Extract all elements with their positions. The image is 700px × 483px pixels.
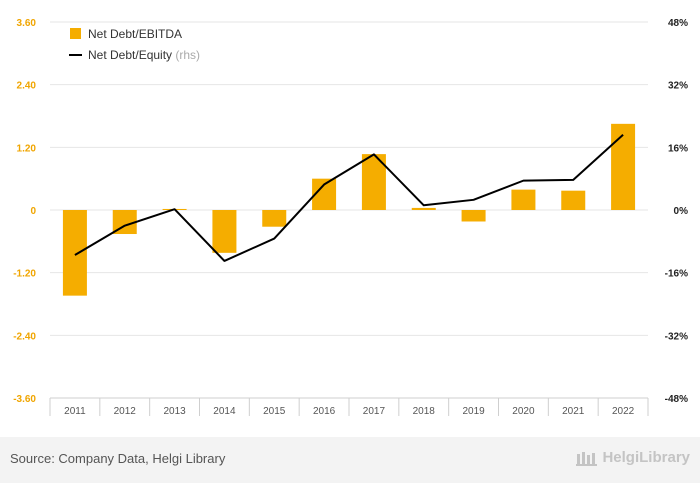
x-tick-label: 2022	[612, 406, 635, 417]
left-tick-label: -1.20	[13, 269, 36, 280]
chart: 3.60 48% 2.40 32% 1.20 16% 0 0% -1.20 -16% -2.40 -3…	[13, 18, 689, 417]
x-tick-label: 2018	[413, 406, 436, 417]
legend-bar-label: Net Debt/EBITDA	[88, 27, 182, 41]
source-note: Source: Company Data, Helgi Library	[10, 451, 226, 466]
right-tick-label: 32%	[668, 81, 688, 92]
right-tick-label: -16%	[665, 269, 688, 280]
brand-logo[interactable]: HelgiLibrary	[576, 449, 690, 466]
x-tick-label: 2019	[462, 406, 485, 417]
legend-bar-swatch	[70, 28, 81, 39]
left-tick-label: 3.60	[17, 18, 37, 29]
bar	[611, 123, 636, 210]
right-tick-label: -32%	[665, 331, 688, 342]
left-tick-label: 2.40	[17, 81, 37, 92]
left-tick-label: -3.60	[13, 394, 36, 405]
legend-line-label: Net Debt/Equity (rhs)	[88, 48, 200, 62]
legend-rhs-note: (rhs)	[172, 48, 200, 62]
right-tick-label: 48%	[668, 18, 688, 29]
x-tick-label: 2017	[363, 406, 386, 417]
x-tick-label: 2013	[163, 406, 186, 417]
x-tick-label: 2014	[213, 406, 236, 417]
library-icon	[576, 451, 598, 466]
bar	[561, 190, 586, 210]
footer: Source: Company Data, Helgi Library Helg…	[0, 437, 700, 483]
bar	[461, 210, 486, 222]
left-tick-label: 1.20	[17, 143, 37, 154]
bar	[511, 189, 536, 210]
x-tick-label: 2021	[562, 406, 585, 417]
left-tick-label: 0	[30, 206, 36, 217]
brand-name: HelgiLibrary	[602, 449, 690, 466]
x-tick-label: 2015	[263, 406, 286, 417]
right-tick-label: 0%	[674, 206, 689, 217]
x-tick-label: 2011	[64, 406, 86, 417]
bar	[212, 210, 237, 253]
bar	[62, 210, 87, 296]
line-series	[74, 134, 624, 262]
x-tick-label: 2020	[512, 406, 535, 417]
x-tick-label: 2016	[313, 406, 336, 417]
right-tick-label: -48%	[665, 394, 688, 405]
bar	[262, 210, 287, 227]
bar	[411, 207, 436, 210]
right-tick-label: 16%	[668, 143, 688, 154]
x-tick-label: 2012	[114, 406, 137, 417]
left-tick-label: -2.40	[13, 331, 36, 342]
